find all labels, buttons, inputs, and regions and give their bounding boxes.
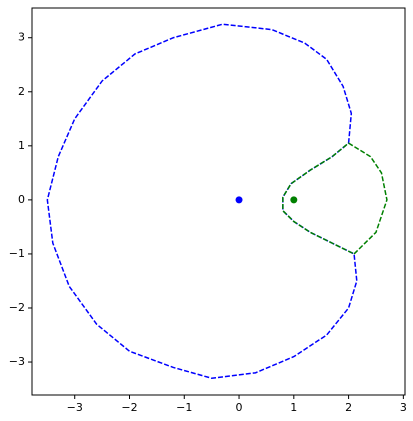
y-tick-label: −2 — [9, 301, 25, 314]
x-tick-label: 3 — [400, 401, 407, 414]
y-tick-label: 1 — [18, 139, 25, 152]
y-tick-label: 3 — [18, 31, 25, 44]
y-tick-label: 0 — [18, 193, 25, 206]
x-tick-label: 2 — [345, 401, 352, 414]
contour-line — [282, 142, 388, 255]
point — [235, 196, 243, 204]
y-tick-label: −3 — [9, 355, 25, 368]
x-tick-label: −1 — [176, 401, 192, 414]
y-tick-label: −1 — [9, 247, 25, 260]
plot-frame — [31, 7, 406, 396]
x-tick-label: −2 — [121, 401, 137, 414]
x-tick-label: 0 — [236, 401, 243, 414]
x-tick-label: 1 — [290, 401, 297, 414]
point — [290, 196, 298, 204]
y-tick-label: 2 — [18, 85, 25, 98]
x-tick-label: −3 — [67, 401, 83, 414]
contour-line — [46, 23, 358, 380]
